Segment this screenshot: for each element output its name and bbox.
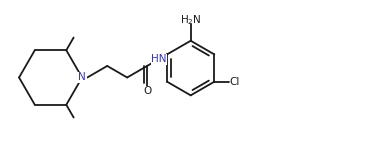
Text: N: N xyxy=(78,73,86,82)
Text: O: O xyxy=(143,86,151,96)
Text: Cl: Cl xyxy=(229,77,239,87)
Text: HN: HN xyxy=(151,54,167,64)
Text: H$_2$N: H$_2$N xyxy=(180,13,202,27)
